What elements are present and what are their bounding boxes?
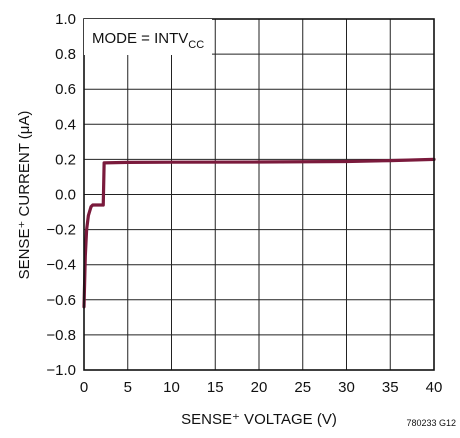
x-axis-label: SENSE⁺ VOLTAGE (V) [181, 411, 337, 428]
y-tick-label: −1.0 [46, 362, 76, 379]
x-tick-label: 40 [426, 379, 443, 396]
x-tick-label: 10 [163, 379, 180, 396]
figure-id: 780233 G12 [406, 418, 456, 428]
x-tick-label: 0 [80, 379, 88, 396]
x-tick-label: 15 [207, 379, 224, 396]
y-tick-label: −0.4 [46, 257, 76, 274]
y-tick-label: −0.2 [46, 222, 76, 239]
annotation: MODE = INTVCC [92, 30, 204, 51]
annotation-subscript: CC [188, 39, 204, 51]
series-group [82, 157, 436, 309]
y-tick-labels: 1.0 0.8 0.6 0.4 0.2 0.0 −0.2 −0.4 −0.6 −0.8 −1.0 [46, 11, 76, 379]
x-tick-label: 30 [338, 379, 355, 396]
y-tick-label: 0.8 [55, 46, 76, 63]
y-tick-label: 1.0 [55, 11, 76, 28]
y-tick-label: 0.4 [55, 116, 76, 133]
y-tick-label: 0.2 [55, 151, 76, 168]
x-tick-labels: 0 5 10 15 20 25 30 35 40 [80, 379, 443, 396]
y-axis-label: SENSE⁺ CURRENT (μA) [16, 111, 33, 280]
series-line [82, 157, 436, 309]
y-tick-label: −0.6 [46, 292, 76, 309]
y-tick-label: 0.0 [55, 187, 76, 204]
annotation-box [84, 19, 212, 55]
plot-frame [83, 18, 435, 371]
x-tick-label: 35 [382, 379, 399, 396]
y-tick-label: −0.8 [46, 327, 76, 344]
x-tick-label: 5 [124, 379, 132, 396]
y-tick-label: 0.6 [55, 81, 76, 98]
x-tick-label: 25 [294, 379, 311, 396]
x-tick-label: 20 [251, 379, 268, 396]
annotation-main: MODE = INTV [92, 30, 188, 47]
